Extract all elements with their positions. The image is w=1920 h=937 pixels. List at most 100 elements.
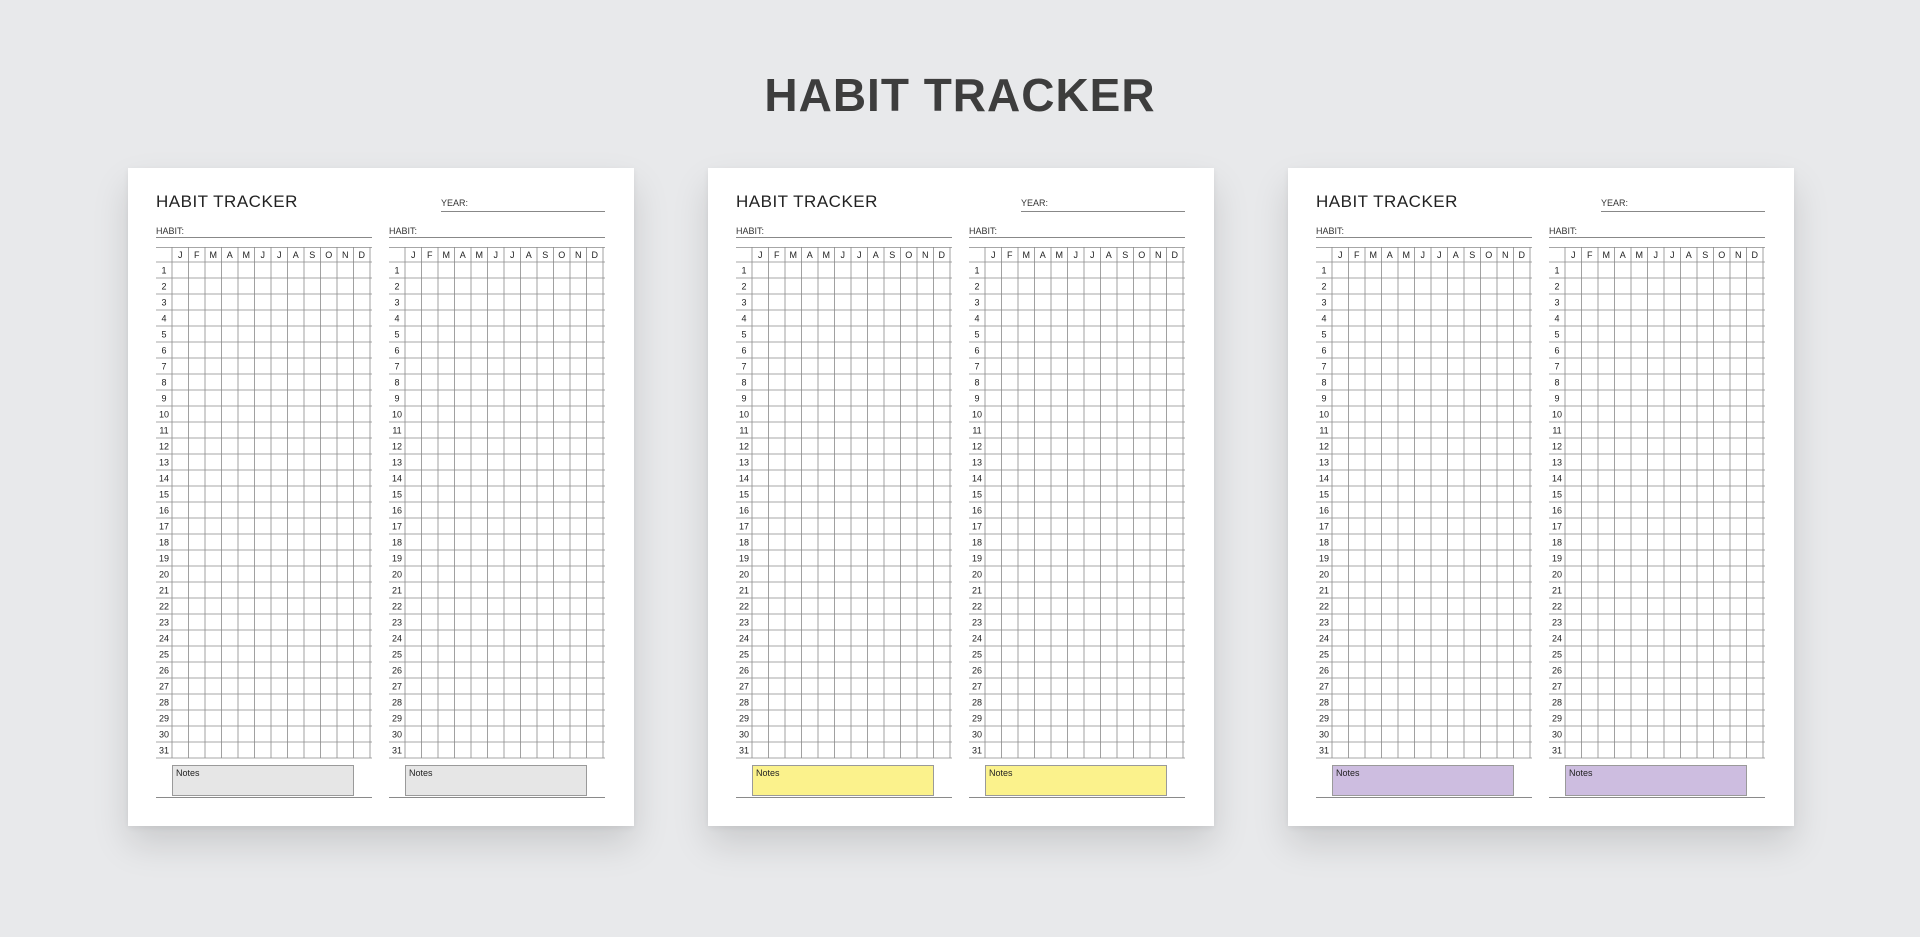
notes-box[interactable]: Notes	[985, 765, 1167, 796]
day-label: 3	[1554, 298, 1559, 308]
month-header: A	[807, 250, 813, 260]
month-header: M	[1403, 250, 1411, 260]
day-label: 22	[1552, 602, 1562, 612]
year-field[interactable]	[1601, 211, 1765, 212]
day-label: 19	[1319, 554, 1329, 564]
month-header: J	[758, 250, 763, 260]
habit-field[interactable]	[736, 237, 952, 238]
day-label: 19	[159, 554, 169, 564]
habit-label: HABIT:	[736, 226, 765, 236]
day-label: 30	[392, 730, 402, 740]
month-header: A	[1040, 250, 1046, 260]
day-label: 22	[159, 602, 169, 612]
day-label: 2	[161, 282, 166, 292]
month-header: J	[841, 250, 846, 260]
habit-field[interactable]	[389, 237, 605, 238]
month-header: D	[592, 250, 599, 260]
day-label: 31	[972, 746, 982, 756]
day-label: 6	[1554, 346, 1559, 356]
month-header: M	[1636, 250, 1644, 260]
habit-grid[interactable]: J F M A M J J A S O N D1234567891011121314151617181…	[156, 247, 372, 760]
month-header: S	[1122, 250, 1128, 260]
day-label: 20	[392, 570, 402, 580]
notes-label: Notes	[989, 768, 1013, 778]
day-label: 19	[392, 554, 402, 564]
month-header: M	[1370, 250, 1378, 260]
month-header: M	[243, 250, 251, 260]
notes-box[interactable]: Notes	[1332, 765, 1514, 796]
day-label: 24	[739, 634, 749, 644]
day-label: 2	[1554, 282, 1559, 292]
day-label: 28	[972, 698, 982, 708]
day-label: 17	[1319, 522, 1329, 532]
notes-label: Notes	[176, 768, 200, 778]
habit-field[interactable]	[156, 237, 372, 238]
notes-label: Notes	[1569, 768, 1593, 778]
day-label: 30	[1319, 730, 1329, 740]
day-label: 5	[974, 330, 979, 340]
notes-box[interactable]: Notes	[1565, 765, 1747, 796]
day-label: 18	[739, 538, 749, 548]
day-label: 8	[1321, 378, 1326, 388]
month-header: J	[1090, 250, 1095, 260]
month-header: D	[1752, 250, 1759, 260]
page-title: HABIT TRACKER	[736, 192, 878, 211]
habit-label: HABIT:	[1549, 226, 1578, 236]
year-field[interactable]	[441, 211, 605, 212]
day-label: 21	[1552, 586, 1562, 596]
day-label: 16	[392, 506, 402, 516]
month-header: O	[325, 250, 332, 260]
day-label: 27	[1552, 682, 1562, 692]
day-label: 31	[392, 746, 402, 756]
habit-grid[interactable]: J F M A M J J A S O N D1234567891011121314151617181…	[736, 247, 952, 760]
day-label: 15	[739, 490, 749, 500]
day-label: 28	[159, 698, 169, 708]
habit-label: HABIT:	[969, 226, 998, 236]
day-label: 24	[972, 634, 982, 644]
habit-grid[interactable]: J F M A M J J A S O N D1234567891011121314151617181…	[389, 247, 605, 760]
habit-field[interactable]	[1316, 237, 1532, 238]
habit-grid[interactable]: J F M A M J J A S O N D1234567891011121314151617181…	[1316, 247, 1532, 760]
month-header: J	[178, 250, 183, 260]
day-label: 20	[1319, 570, 1329, 580]
day-label: 6	[394, 346, 399, 356]
day-label: 12	[159, 442, 169, 452]
day-label: 1	[161, 266, 166, 276]
day-label: 15	[159, 490, 169, 500]
day-label: 14	[159, 474, 169, 484]
month-header: A	[526, 250, 532, 260]
month-header: D	[939, 250, 946, 260]
day-label: 1	[974, 266, 979, 276]
day-label: 22	[392, 602, 402, 612]
bottom-rule	[736, 797, 952, 798]
month-header: J	[1670, 250, 1675, 260]
day-label: 15	[972, 490, 982, 500]
day-label: 3	[394, 298, 399, 308]
day-label: 27	[1319, 682, 1329, 692]
month-header: A	[873, 250, 879, 260]
day-label: 8	[741, 378, 746, 388]
habit-field[interactable]	[1549, 237, 1765, 238]
month-header: J	[1654, 250, 1659, 260]
day-label: 28	[1552, 698, 1562, 708]
month-header: N	[922, 250, 929, 260]
notes-box[interactable]: Notes	[752, 765, 934, 796]
habit-grid[interactable]: J F M A M J J A S O N D1234567891011121314151617181…	[1549, 247, 1765, 760]
habit-grid[interactable]: J F M A M J J A S O N D1234567891011121314151617181…	[969, 247, 1185, 760]
notes-box[interactable]: Notes	[405, 765, 587, 796]
month-header: A	[1387, 250, 1393, 260]
month-header: M	[1023, 250, 1031, 260]
day-label: 15	[392, 490, 402, 500]
month-header: O	[1718, 250, 1725, 260]
day-label: 26	[972, 666, 982, 676]
day-label: 12	[739, 442, 749, 452]
day-label: 9	[161, 394, 166, 404]
habit-field[interactable]	[969, 237, 1185, 238]
year-field[interactable]	[1021, 211, 1185, 212]
notes-box[interactable]: Notes	[172, 765, 354, 796]
day-label: 28	[392, 698, 402, 708]
day-label: 18	[972, 538, 982, 548]
month-header: O	[905, 250, 912, 260]
